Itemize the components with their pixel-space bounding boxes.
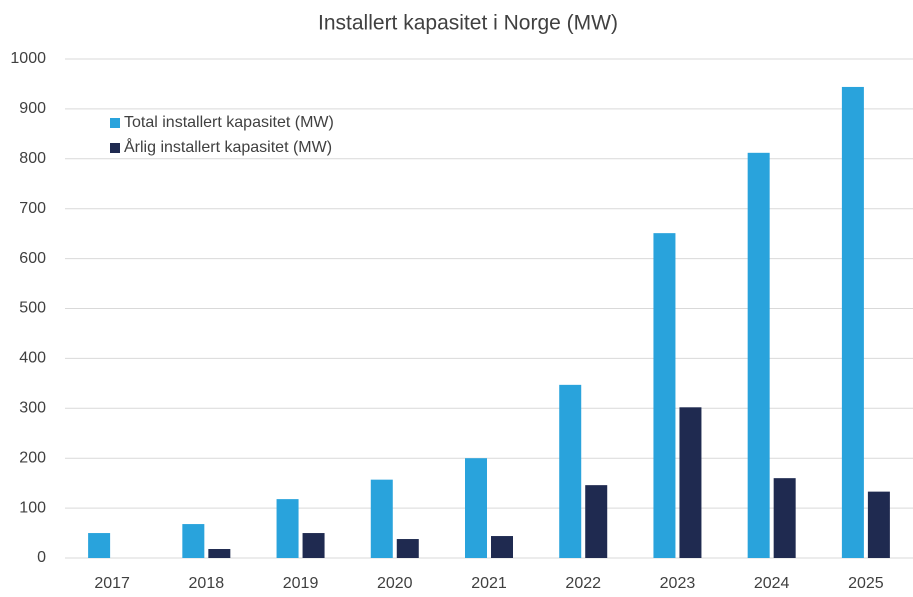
x-tick-label: 2020: [377, 575, 413, 592]
x-tick-label: 2025: [848, 575, 884, 592]
bar: [491, 536, 513, 558]
y-tick-label: 0: [37, 549, 46, 566]
bar: [747, 152, 770, 558]
x-tick-label: 2022: [565, 575, 601, 592]
x-tick-label: 2023: [660, 575, 696, 592]
legend-label: Årlig installert kapasitet (MW): [124, 137, 332, 156]
y-tick-label: 1000: [10, 50, 46, 67]
bar: [302, 533, 325, 558]
x-tick-label: 2018: [189, 575, 225, 592]
y-tick-label: 800: [19, 150, 46, 167]
x-tick-label: 2017: [94, 575, 130, 592]
bar: [396, 539, 419, 558]
y-tick-label: 400: [19, 350, 46, 367]
bar: [653, 233, 676, 558]
y-tick-label: 900: [19, 100, 46, 117]
y-tick-label: 300: [19, 400, 46, 417]
x-tick-label: 2019: [283, 575, 319, 592]
bar: [773, 478, 796, 558]
y-tick-label: 100: [19, 499, 46, 516]
bar: [208, 549, 231, 558]
bar: [276, 499, 299, 558]
bar: [585, 485, 608, 558]
bar: [88, 533, 111, 558]
bar: [465, 458, 487, 558]
y-tick-label: 200: [19, 449, 46, 466]
legend-label: Total installert kapasitet (MW): [124, 114, 334, 131]
bar: [867, 491, 890, 558]
legend-swatch: [110, 143, 120, 153]
y-tick-label: 500: [19, 300, 46, 317]
bar: [841, 86, 864, 558]
bar: [370, 479, 393, 558]
y-tick-label: 700: [19, 200, 46, 217]
bar: [679, 407, 702, 558]
chart-title: Installert kapasitet i Norge (MW): [318, 12, 618, 35]
bar: [559, 384, 582, 558]
x-tick-label: 2021: [471, 575, 507, 592]
x-tick-label: 2024: [754, 575, 790, 592]
legend-swatch: [110, 118, 120, 128]
bar: [182, 524, 205, 558]
y-tick-label: 600: [19, 250, 46, 267]
